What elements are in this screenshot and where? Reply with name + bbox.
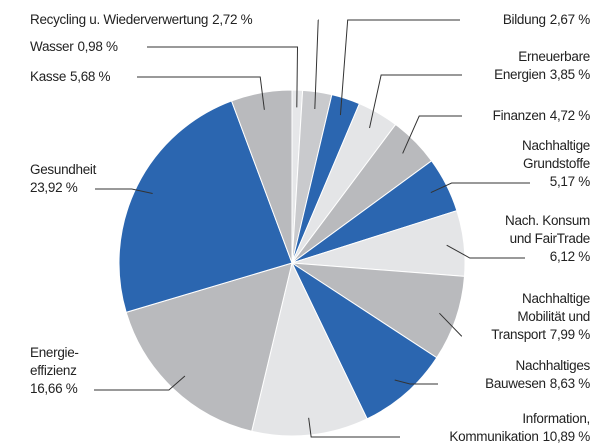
leader-line — [446, 244, 525, 259]
category-label: Information, Kommunikation — [449, 411, 590, 444]
leader-line — [430, 182, 530, 193]
leader-line — [439, 312, 462, 337]
slice-label: Kasse 5,68 % — [30, 68, 111, 86]
category-label: Nach. Konsum und FairTrade — [505, 213, 590, 246]
pie-slice — [118, 100, 293, 313]
value-label: 7,99 % — [549, 327, 591, 342]
value-label: 6,12 % — [549, 249, 591, 264]
leader-line — [402, 115, 462, 154]
category-label: Kasse — [30, 69, 67, 84]
leader-line — [308, 417, 400, 438]
value-label: 5,17 % — [549, 174, 591, 189]
value-label: 23,92 % — [30, 180, 78, 195]
category-label: Wasser — [30, 39, 74, 54]
value-label: 10,89 % — [542, 429, 591, 444]
slice-label: Bildung 2,67 % — [503, 11, 590, 29]
value-label: 0,98 % — [77, 39, 118, 54]
pie-slice — [290, 261, 438, 420]
leader-line — [314, 19, 319, 109]
slice-label: Gesundheit 23,92 % — [30, 161, 96, 197]
leader-line — [94, 375, 186, 391]
category-label: Recycling u. Wiederverwertung — [30, 12, 209, 27]
slice-label: Wasser 0,98 % — [30, 38, 118, 56]
slice-label: Nach. Konsum und FairTrade 6,12 % — [505, 212, 590, 266]
leader-line — [147, 46, 299, 108]
slice-label: Energie- effizienz 16,66 % — [30, 344, 79, 398]
value-label: 3,85 % — [549, 67, 591, 82]
category-label: Finanzen — [492, 108, 546, 123]
category-label: Gesundheit — [30, 162, 97, 177]
slice-label: Nachhaltige Grundstoffe 5,17 % — [522, 137, 590, 191]
value-label: 4,72 % — [549, 108, 591, 123]
slice-label: Recycling u. Wiederverwertung 2,72 % — [30, 11, 253, 29]
value-label: 5,68 % — [70, 69, 111, 84]
slice-label: Finanzen 4,72 % — [492, 107, 591, 125]
slice-label: Information, Kommunikation 10,89 % — [449, 410, 590, 446]
category-label: Erneuerbare Energien — [494, 49, 590, 82]
pie-slice — [230, 89, 293, 264]
value-label: 16,66 % — [30, 381, 78, 396]
leader-line — [369, 74, 462, 129]
value-label: 8,63 % — [549, 376, 591, 391]
leader-line — [95, 188, 153, 195]
category-label: Energie- effizienz — [30, 345, 79, 378]
slice-label: Erneuerbare Energien 3,85 % — [494, 48, 590, 84]
category-label: Bildung — [502, 12, 546, 27]
leader-line — [394, 379, 438, 385]
value-label: 2,67 % — [549, 12, 591, 27]
pie-slice — [125, 262, 293, 432]
slice-label: Nachhaltiges Bauwesen 8,63 % — [485, 357, 590, 393]
category-label: Nachhaltige Grundstoffe — [522, 138, 590, 171]
leader-line — [339, 19, 460, 116]
slice-label: Nachhaltige Mobilität und Transport 7,99 … — [491, 290, 590, 344]
category-label: Nachhaltiges Bauwesen — [485, 358, 590, 391]
leader-line — [137, 76, 265, 110]
category-label: Nachhaltige Mobilität und Transport — [491, 291, 590, 342]
value-label: 2,72 % — [212, 12, 253, 27]
